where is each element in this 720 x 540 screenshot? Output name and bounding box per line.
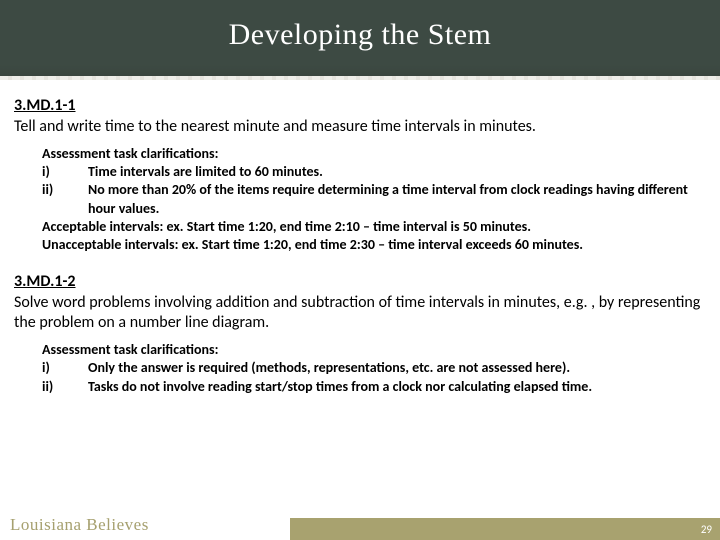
clarification-num: i) [42, 359, 88, 377]
standard-text: Tell and write time to the nearest minut… [14, 117, 706, 137]
clarifications-block: Assessment task clarifications: i) Only … [14, 333, 706, 396]
clarification-item: i) Time intervals are limited to 60 minu… [42, 163, 706, 181]
clarifications-list: i) Time intervals are limited to 60 minu… [42, 163, 706, 218]
standard-code: 3.MD.1-1 [14, 96, 706, 115]
clarifications-list: i) Only the answer is required (methods,… [42, 359, 706, 395]
clarification-body: No more than 20% of the items require de… [88, 181, 706, 217]
clarification-body: Only the answer is required (methods, re… [88, 359, 706, 377]
standard-text: Solve word problems involving addition a… [14, 293, 706, 333]
standard-block-1: 3.MD.1-1 Tell and write time to the near… [14, 96, 706, 254]
clarification-body: Tasks do not involve reading start/stop … [88, 378, 706, 396]
clarifications-heading: Assessment task clarifications: [42, 341, 706, 359]
clarifications-block: Assessment task clarifications: i) Time … [14, 137, 706, 254]
standard-block-2: 3.MD.1-2 Solve word problems involving a… [14, 272, 706, 396]
section-gap [14, 254, 706, 272]
clarification-item: ii) No more than 20% of the items requir… [42, 181, 706, 217]
slide-title: Developing the Stem [0, 0, 720, 52]
clarification-item: ii) Tasks do not involve reading start/s… [42, 378, 706, 396]
clarification-body: Time intervals are limited to 60 minutes… [88, 163, 706, 181]
clarification-note: Acceptable intervals: ex. Start time 1:2… [42, 218, 706, 236]
footer-stripe [290, 518, 720, 540]
header-band: Developing the Stem [0, 0, 720, 78]
clarification-note: Unacceptable intervals: ex. Start time 1… [42, 236, 706, 254]
footer: Louisiana Believes 29 [0, 510, 720, 540]
clarifications-heading: Assessment task clarifications: [42, 145, 706, 163]
page-number: 29 [701, 523, 712, 536]
standard-code: 3.MD.1-2 [14, 272, 706, 291]
content-area: 3.MD.1-1 Tell and write time to the near… [0, 78, 720, 396]
clarification-item: i) Only the answer is required (methods,… [42, 359, 706, 377]
clarification-num: i) [42, 163, 88, 181]
footer-brand: Louisiana Believes [0, 515, 149, 535]
clarification-num: ii) [42, 181, 88, 217]
clarification-num: ii) [42, 378, 88, 396]
